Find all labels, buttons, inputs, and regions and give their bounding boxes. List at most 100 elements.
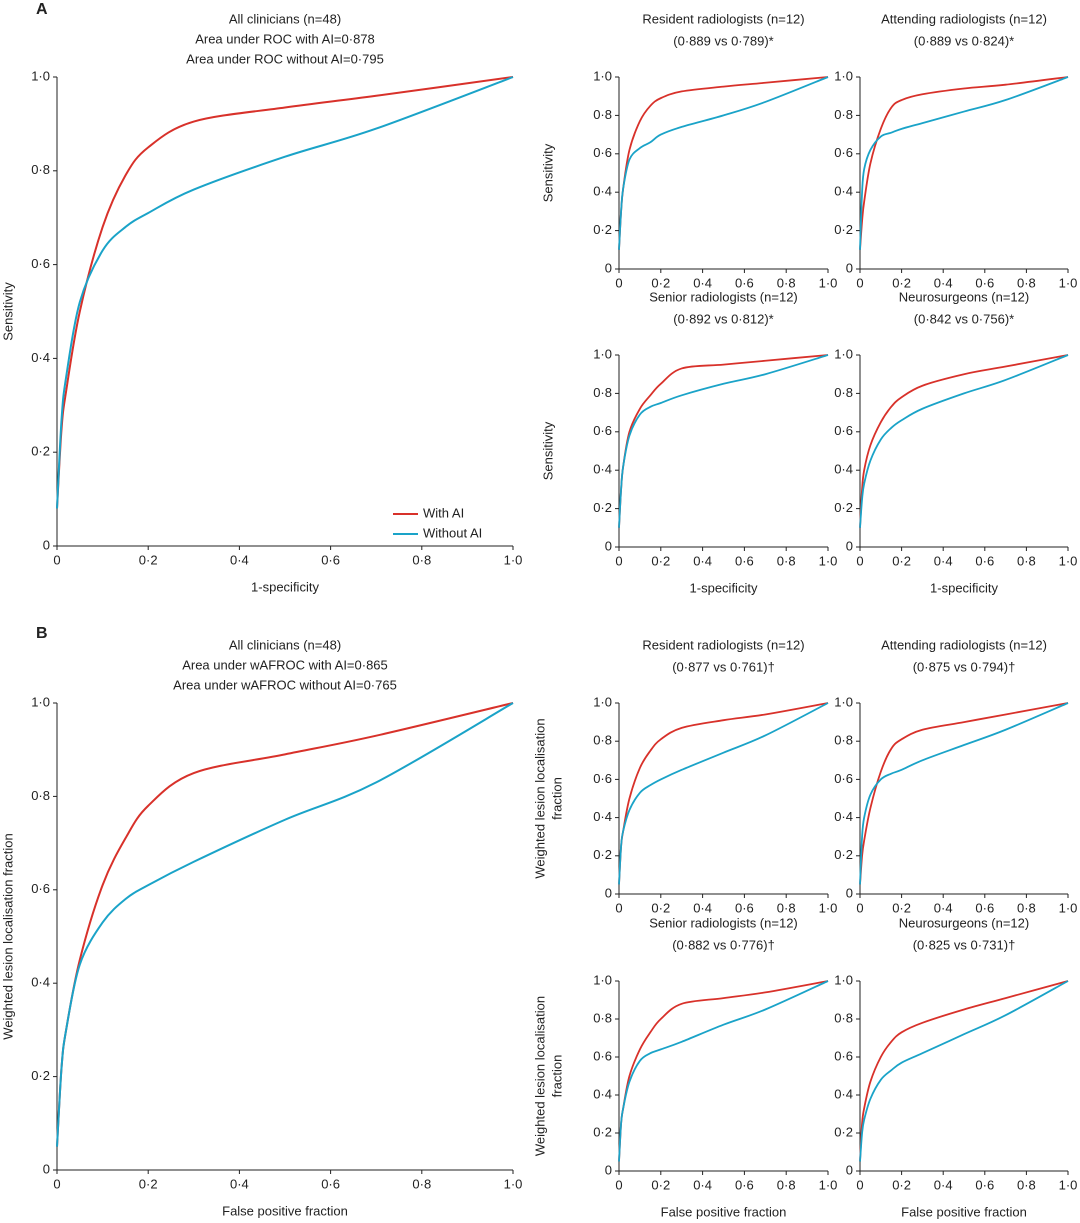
chart-title: Attending radiologists (n=12) — [881, 11, 1047, 26]
y-tick-label: 0·4 — [593, 1086, 612, 1101]
x-tick-label: 0 — [856, 1177, 863, 1192]
curve — [859, 354, 1069, 528]
x-tick-label: 0·6 — [321, 552, 340, 567]
y-axis-label: Sensitivity — [0, 282, 15, 341]
legend-label: Without AI — [423, 525, 482, 540]
chart-subtitle: (0·825 vs 0·731)† — [913, 937, 1016, 952]
y-tick-label: 0 — [605, 538, 612, 553]
x-tick-label: 0·8 — [412, 1176, 431, 1191]
x-tick-label: 0·8 — [1017, 900, 1036, 915]
x-tick-label: 1·0 — [819, 553, 838, 568]
y-tick-label: 0·8 — [593, 1010, 612, 1025]
x-tick-label: 0 — [53, 1176, 60, 1191]
x-tick-label: 0·6 — [321, 1176, 340, 1191]
curve — [859, 980, 1069, 1162]
chart-subtitle: (0·889 vs 0·824)* — [914, 33, 1014, 48]
chart-title: Neurosurgeons (n=12) — [899, 915, 1029, 930]
chart-title: Attending radiologists (n=12) — [881, 637, 1047, 652]
chart-subtitle: (0·889 vs 0·789)* — [673, 33, 773, 48]
x-axis-label: False positive fraction — [661, 1204, 787, 1219]
chart-title: Senior radiologists (n=12) — [649, 289, 798, 304]
curve — [56, 702, 514, 1147]
x-tick-label: 0·8 — [777, 900, 796, 915]
y-tick-label: 0 — [846, 260, 853, 275]
x-tick-label: 0·6 — [735, 275, 754, 290]
chart-subtitle: Area under ROC with AI=0·878 — [195, 31, 375, 46]
curve — [618, 354, 829, 528]
y-tick-label: 0·2 — [834, 1124, 853, 1139]
y-tick-label: 0 — [43, 537, 50, 552]
curve — [859, 76, 1069, 250]
x-tick-label: 0·4 — [693, 1177, 712, 1192]
x-tick-label: 0·6 — [735, 1177, 754, 1192]
x-axis-label: 1-specificity — [251, 579, 319, 594]
x-tick-label: 0·8 — [777, 1177, 796, 1192]
y-tick-label: 0·2 — [834, 222, 853, 237]
curve — [618, 702, 829, 885]
x-tick-label: 0·4 — [230, 1176, 249, 1191]
x-tick-label: 0·6 — [735, 553, 754, 568]
x-tick-label: 0·6 — [975, 1177, 994, 1192]
y-tick-label: 0 — [846, 538, 853, 553]
x-tick-label: 0·2 — [892, 553, 911, 568]
curve — [618, 354, 829, 528]
x-tick-label: 0·2 — [651, 1177, 670, 1192]
x-tick-label: 0·4 — [230, 552, 249, 567]
chart-subtitle: Area under wAFROC without AI=0·765 — [173, 677, 397, 692]
x-tick-label: 0·4 — [934, 1177, 953, 1192]
x-axis-label: 1-specificity — [690, 580, 758, 595]
chart-subtitle: (0·882 vs 0·776)† — [672, 937, 775, 952]
x-tick-label: 1·0 — [819, 900, 838, 915]
y-tick-label: 0·6 — [593, 423, 612, 438]
curve — [618, 980, 829, 1162]
curve — [56, 76, 514, 509]
y-tick-label: 0·4 — [834, 1086, 853, 1101]
y-axis-label: fraction — [549, 1055, 564, 1098]
y-tick-label: 1·0 — [834, 68, 853, 83]
curve — [859, 354, 1069, 528]
chart-subtitle: (0·875 vs 0·794)† — [913, 659, 1016, 674]
x-tick-label: 0·2 — [651, 275, 670, 290]
y-tick-label: 0 — [605, 260, 612, 275]
x-tick-label: 0·4 — [693, 553, 712, 568]
x-tick-label: 0·6 — [975, 553, 994, 568]
x-tick-label: 0·4 — [693, 275, 712, 290]
x-tick-label: 0·2 — [651, 900, 670, 915]
y-tick-label: 0·2 — [593, 500, 612, 515]
x-tick-label: 0·4 — [934, 900, 953, 915]
x-axis-label: False positive fraction — [901, 1204, 1027, 1219]
legend-label: With AI — [423, 505, 464, 520]
x-tick-label: 0·8 — [777, 275, 796, 290]
chart-subtitle: Area under ROC without AI=0·795 — [186, 51, 384, 66]
x-tick-label: 1·0 — [504, 552, 523, 567]
y-tick-label: 0 — [43, 1161, 50, 1176]
y-tick-label: 1·0 — [593, 972, 612, 987]
y-tick-label: 1·0 — [834, 972, 853, 987]
y-axis-label: Weighted lesion localisation — [532, 718, 547, 878]
y-tick-label: 0·8 — [834, 733, 853, 748]
x-tick-label: 0 — [615, 275, 622, 290]
y-tick-label: 1·0 — [593, 694, 612, 709]
x-tick-label: 0 — [615, 553, 622, 568]
y-tick-label: 0·4 — [593, 462, 612, 477]
y-tick-label: 0·8 — [593, 107, 612, 122]
panel-label: B — [36, 625, 48, 642]
y-axis-label: Sensitivity — [540, 421, 555, 480]
x-axis-label: 1-specificity — [930, 580, 998, 595]
x-tick-label: 0·2 — [139, 552, 158, 567]
y-tick-label: 0·4 — [593, 809, 612, 824]
chart-title: Senior radiologists (n=12) — [649, 915, 798, 930]
x-tick-label: 0·6 — [975, 900, 994, 915]
y-tick-label: 0·2 — [593, 1124, 612, 1139]
y-axis-label: fraction — [549, 777, 564, 820]
y-tick-label: 0·6 — [834, 771, 853, 786]
x-axis-label: False positive fraction — [222, 1203, 348, 1218]
curve — [618, 76, 829, 250]
x-tick-label: 0 — [53, 552, 60, 567]
panel-label: A — [36, 1, 48, 18]
x-tick-label: 0·6 — [975, 275, 994, 290]
y-tick-label: 0·6 — [834, 145, 853, 160]
chart-subtitle: (0·892 vs 0·812)* — [673, 311, 773, 326]
y-tick-label: 0·8 — [834, 1010, 853, 1025]
curve — [618, 702, 829, 885]
